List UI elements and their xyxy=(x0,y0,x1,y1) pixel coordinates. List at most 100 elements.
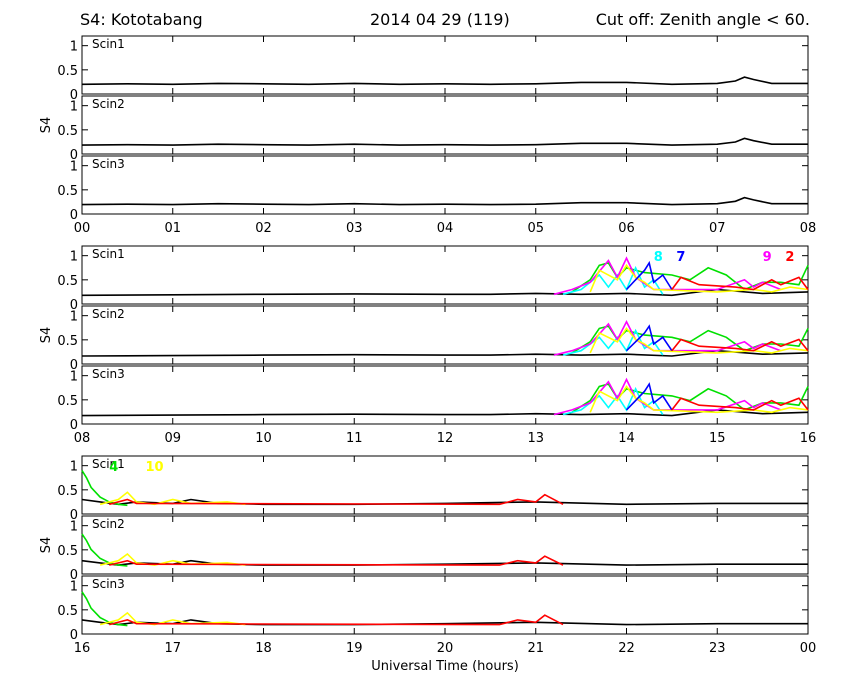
x-tick-label: 19 xyxy=(346,641,363,656)
x-tick-label: 16 xyxy=(74,641,91,656)
cutoff-title: Cut off: Zenith angle < 60. xyxy=(595,10,810,29)
y-tick-label: 1 xyxy=(70,160,78,175)
s4-series-line xyxy=(589,263,809,293)
s4-series-line xyxy=(671,397,809,411)
s4-series-line xyxy=(589,385,809,414)
panel-frame xyxy=(81,575,809,635)
y-tick-label: 0 xyxy=(70,298,78,313)
x-axis-title: Universal Time (hours) xyxy=(371,659,519,674)
y-tick-label: 1 xyxy=(70,580,78,595)
y-tick-label: 0 xyxy=(70,568,78,583)
y-tick-label: 0.5 xyxy=(57,184,78,199)
s4-series-line xyxy=(571,261,809,293)
s4-series-line xyxy=(108,614,564,626)
s4-series-line xyxy=(81,533,128,567)
s4-series-line xyxy=(99,552,246,566)
prn-label: 7 xyxy=(676,250,685,265)
s4-series-line xyxy=(108,493,564,506)
panel-label: Scin2 xyxy=(92,517,125,531)
s4-series-line xyxy=(625,382,673,411)
s4-series-line xyxy=(99,491,246,506)
panel-frame xyxy=(81,455,809,515)
s4-series-line xyxy=(571,383,809,413)
prn-label: 8 xyxy=(654,250,663,265)
x-tick-label: 09 xyxy=(164,431,181,446)
s4-series-line xyxy=(625,260,673,291)
x-tick-label: 20 xyxy=(437,641,454,656)
panel-label: Scin3 xyxy=(92,577,125,591)
panel-label: Scin2 xyxy=(92,307,125,321)
y-axis-title: S4 xyxy=(39,537,54,554)
y-tick-label: 1 xyxy=(70,460,78,475)
s4-series-line xyxy=(562,386,664,416)
prn-label: 4 xyxy=(109,460,118,475)
panel-label: Scin1 xyxy=(92,247,125,261)
s4-series-line xyxy=(625,324,673,352)
s4-series-line xyxy=(99,611,246,626)
y-tick-label: 1 xyxy=(70,370,78,385)
panel-label: Scin3 xyxy=(92,157,125,171)
y-tick-label: 0.5 xyxy=(57,484,78,499)
y-tick-label: 0 xyxy=(70,418,78,433)
y-tick-label: 0 xyxy=(70,208,78,223)
x-tick-label: 10 xyxy=(255,431,272,446)
x-tick-label: 22 xyxy=(618,641,635,656)
s4-series-line xyxy=(81,409,809,417)
s4-series-line xyxy=(671,338,809,352)
x-tick-label: 06 xyxy=(618,221,635,236)
y-tick-label: 0.5 xyxy=(57,274,78,289)
s4-series-line xyxy=(671,276,809,291)
y-tick-label: 0.5 xyxy=(57,604,78,619)
s4-series-line xyxy=(81,591,128,627)
s4-series-line xyxy=(562,265,664,296)
x-tick-label: 13 xyxy=(527,431,544,446)
x-tick-label: 15 xyxy=(709,431,726,446)
s4-series-line xyxy=(81,288,809,297)
x-tick-label: 04 xyxy=(437,221,454,236)
x-tick-label: 01 xyxy=(164,221,181,236)
y-tick-label: 0.5 xyxy=(57,544,78,559)
x-tick-label: 23 xyxy=(709,641,726,656)
date-title: 2014 04 29 (119) xyxy=(370,10,510,29)
y-tick-label: 0 xyxy=(70,88,78,103)
prn-label: 10 xyxy=(146,460,164,475)
s4-series-line xyxy=(589,327,809,354)
panel-label: Scin1 xyxy=(92,37,125,51)
y-tick-label: 0 xyxy=(70,358,78,373)
y-tick-label: 0 xyxy=(70,148,78,163)
x-tick-label: 03 xyxy=(346,221,363,236)
s4-series-line xyxy=(571,325,809,354)
s4-series-line xyxy=(109,555,564,566)
s4-series-line xyxy=(81,76,808,86)
y-tick-label: 1 xyxy=(70,40,78,55)
x-tick-label: 00 xyxy=(800,641,817,656)
x-tick-label: 21 xyxy=(527,641,544,656)
x-tick-label: 14 xyxy=(618,431,635,446)
x-tick-label: 02 xyxy=(255,221,272,236)
x-tick-label: 17 xyxy=(164,641,181,656)
prn-label: 9 xyxy=(763,250,772,265)
panel-label: Scin3 xyxy=(92,367,125,381)
y-tick-label: 0 xyxy=(70,508,78,523)
y-tick-label: 0.5 xyxy=(57,124,78,139)
s4-series-line xyxy=(81,137,808,146)
y-tick-label: 1 xyxy=(70,310,78,325)
x-tick-label: 11 xyxy=(346,431,363,446)
x-tick-label: 07 xyxy=(709,221,726,236)
y-tick-label: 1 xyxy=(70,520,78,535)
s4-series-line xyxy=(81,196,808,206)
x-tick-label: 12 xyxy=(437,431,454,446)
panel-frame xyxy=(81,35,809,95)
prn-label: 2 xyxy=(785,250,794,265)
x-tick-label: 16 xyxy=(800,431,817,446)
x-tick-label: 08 xyxy=(74,431,91,446)
x-tick-label: 00 xyxy=(74,221,91,236)
y-tick-label: 0.5 xyxy=(57,334,78,349)
s4-series-line xyxy=(81,470,128,507)
y-axis-title: S4 xyxy=(39,327,54,344)
y-tick-label: 1 xyxy=(70,100,78,115)
x-tick-label: 05 xyxy=(527,221,544,236)
panel-label: Scin2 xyxy=(92,97,125,111)
station-title: S4: Kototabang xyxy=(80,10,203,29)
